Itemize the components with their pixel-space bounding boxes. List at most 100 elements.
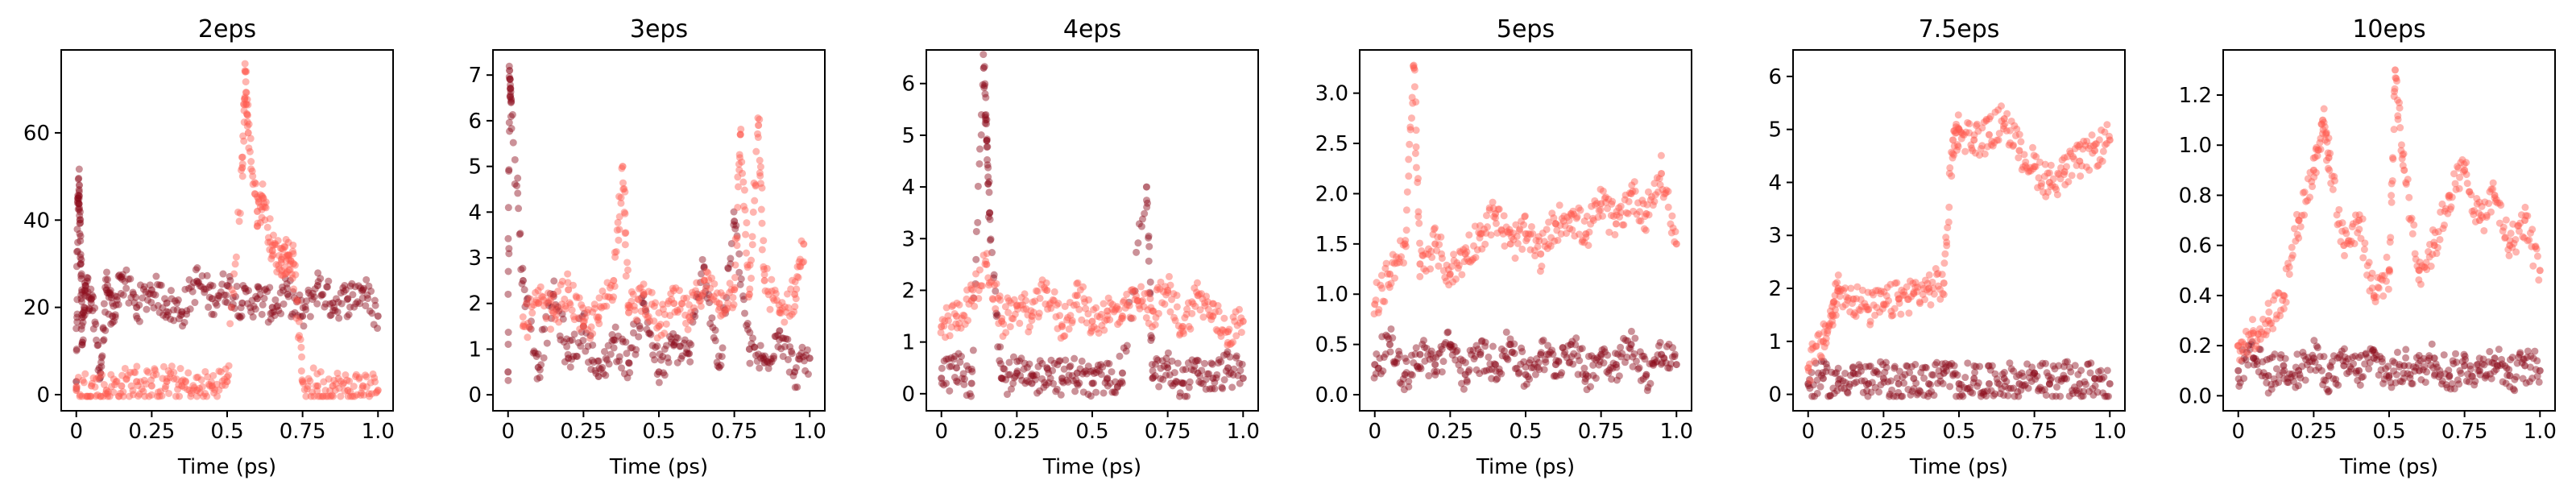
scatter-point-fill xyxy=(984,155,992,164)
scatter-point-fill xyxy=(2359,254,2367,262)
scatter-point-fill xyxy=(2462,356,2470,364)
scatter-point-fill xyxy=(2049,362,2057,370)
scatter-point-fill xyxy=(2085,144,2093,152)
scatter-point-fill xyxy=(1217,358,1225,366)
scatter-point-fill xyxy=(1395,347,1403,355)
x-tick-label: 0.25 xyxy=(560,420,607,444)
scatter-point-fill xyxy=(1950,151,1958,159)
scatter-point-fill xyxy=(1911,361,1920,369)
scatter-point-fill xyxy=(1419,251,1427,259)
scatter-point xyxy=(685,313,693,321)
scatter-point-fill xyxy=(967,285,975,293)
scatter-point-fill xyxy=(804,371,812,379)
scatter-point-fill xyxy=(1509,348,1517,356)
scatter-point-fill xyxy=(2533,252,2541,260)
scatter-point-fill xyxy=(1406,140,1414,148)
scatter-point-fill xyxy=(2074,371,2082,379)
scatter-point-fill xyxy=(81,292,89,300)
scatter-point-fill xyxy=(944,317,952,325)
scatter-point-fill xyxy=(1230,365,1238,373)
scatter-point-fill xyxy=(2075,143,2083,151)
scatter-point-fill xyxy=(242,110,251,118)
scatter-point xyxy=(1949,136,1957,144)
scatter-point-fill xyxy=(2017,386,2025,394)
scatter-point-fill xyxy=(2043,369,2051,377)
scatter-point-fill xyxy=(2048,392,2056,400)
scatter-point-fill xyxy=(2446,385,2454,393)
scatter-point-fill xyxy=(625,301,633,309)
scatter-point-fill xyxy=(1116,352,1124,360)
scatter-point-fill xyxy=(100,300,108,308)
scatter-point-fill xyxy=(693,279,701,287)
scatter-point-fill xyxy=(1148,360,1156,368)
scatter-point-fill xyxy=(2069,390,2077,398)
x-tick-label: 0 xyxy=(2231,420,2245,444)
scatter-point-fill xyxy=(352,371,360,379)
scatter-point-fill xyxy=(2322,129,2330,137)
scatter-point-fill xyxy=(174,296,182,304)
scatter-point-fill xyxy=(1613,211,1621,219)
scatter-point-fill xyxy=(1038,375,1046,383)
scatter-point-fill xyxy=(1850,308,1858,317)
scatter-point-fill xyxy=(262,285,270,293)
scatter-point-fill xyxy=(1084,362,1092,371)
scatter-point-fill xyxy=(1100,326,1108,334)
scatter-point-fill xyxy=(665,358,673,366)
scatter-point-fill xyxy=(1393,358,1401,366)
scatter-point-fill xyxy=(1842,293,1850,301)
scatter-point-fill xyxy=(2513,359,2521,367)
scatter-point-fill xyxy=(746,359,754,367)
scatter-point-fill xyxy=(1511,255,1519,263)
scatter-point-fill xyxy=(984,180,992,188)
scatter-point-fill xyxy=(345,311,353,319)
scatter-point-fill xyxy=(1924,392,1932,400)
scatter-point-fill xyxy=(1218,325,1226,333)
scatter-point-fill xyxy=(239,281,247,289)
y-tick-label: 5 xyxy=(901,124,915,148)
scatter-point-fill xyxy=(298,353,306,361)
scatter-point-fill xyxy=(1866,317,1874,325)
scatter-point-fill xyxy=(731,225,739,233)
scatter-point-fill xyxy=(2486,348,2494,356)
scatter-point-fill xyxy=(1113,303,1121,311)
scatter-point-fill xyxy=(97,392,105,400)
scatter-point-fill xyxy=(1844,389,1852,397)
scatter-point-fill xyxy=(2398,155,2406,163)
scatter-point-fill xyxy=(122,375,130,383)
scatter-point-fill xyxy=(307,392,315,400)
scatter-point-fill xyxy=(317,292,325,300)
scatter-point-fill xyxy=(2512,236,2520,244)
scatter-point-fill xyxy=(1046,299,1054,307)
scatter-point-fill xyxy=(1056,312,1064,320)
scatter-point-fill xyxy=(604,292,612,300)
scatter-point-fill xyxy=(2358,373,2366,381)
scatter-point-fill xyxy=(2456,366,2464,375)
scatter-point-fill xyxy=(694,290,702,298)
scatter-point-fill xyxy=(1622,209,1630,217)
scatter-point-fill xyxy=(1090,306,1098,314)
scatter-point-fill xyxy=(1658,358,1666,366)
scatter-point-fill xyxy=(942,333,950,342)
scatter-point xyxy=(1401,371,1409,379)
scatter-point-fill xyxy=(101,326,110,334)
scatter-point-fill xyxy=(1473,246,1481,254)
scatter-point-fill xyxy=(281,275,289,283)
scatter-point-fill xyxy=(77,219,85,227)
scatter-point-fill xyxy=(2011,392,2019,400)
scatter-point-fill xyxy=(2392,371,2400,379)
scatter-point-fill xyxy=(1830,389,1838,397)
scatter-point-fill xyxy=(1999,125,2007,133)
y-tick-label: 0.6 xyxy=(2179,234,2212,259)
scatter-point xyxy=(1416,260,1424,268)
scatter-point-fill xyxy=(757,205,765,213)
scatter-point xyxy=(72,387,81,395)
scatter-point-fill xyxy=(536,374,544,382)
scatter-point-fill xyxy=(1472,366,1481,374)
scatter-point-fill xyxy=(1103,359,1111,367)
x-axis-label: Time (ps) xyxy=(177,455,276,479)
scatter-point-fill xyxy=(1853,378,1861,386)
scatter-points xyxy=(1804,102,2114,400)
scatter-point-fill xyxy=(746,285,754,293)
scatter-point-fill xyxy=(89,307,97,315)
scatter-point xyxy=(1819,375,1827,383)
